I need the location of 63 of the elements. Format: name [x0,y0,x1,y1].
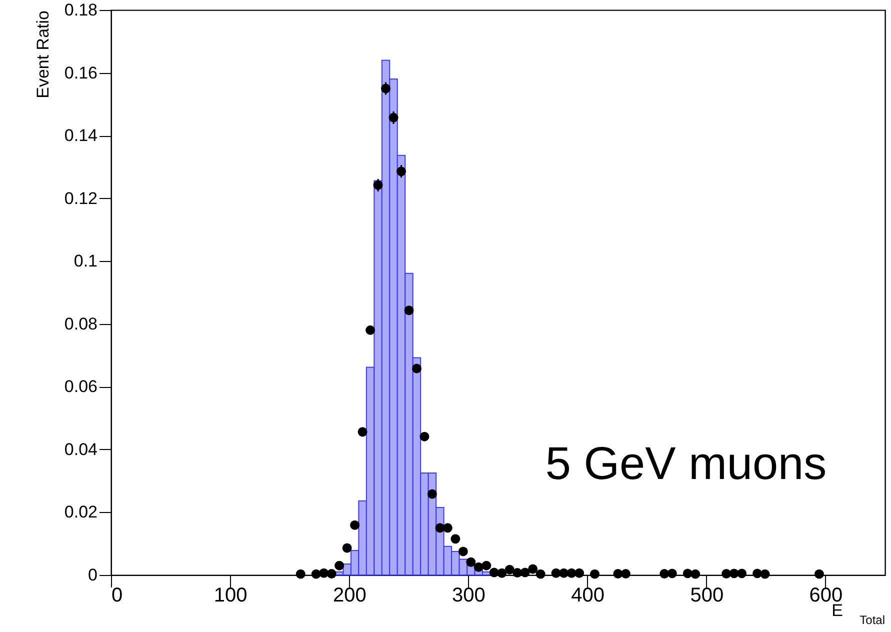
point [474,562,484,572]
point [350,520,360,530]
point [620,569,630,578]
point [551,568,561,578]
y-axis-title: Event Ratio [33,10,52,98]
y-tick-label: 0.08 [64,314,98,334]
x-tick-label: 300 [452,584,486,606]
point [729,568,739,578]
point [760,569,770,579]
point [442,523,452,533]
y-tick-label: 0.04 [64,440,98,459]
point [296,569,306,579]
point [412,364,422,374]
point [512,568,522,578]
y-tick-label: 0.1 [74,252,98,271]
point [590,569,600,579]
point [311,569,321,579]
point [334,560,344,570]
point [504,564,514,574]
y-tick-label: 0.16 [64,63,98,82]
point [559,568,569,578]
point [536,569,546,579]
point [722,569,732,578]
point [427,489,437,499]
point [366,325,376,335]
point [420,432,430,442]
y-tick-label: 0.02 [64,502,98,522]
point [690,569,700,579]
point [574,568,584,578]
point [667,568,677,578]
point [458,546,468,556]
y-tick-label: 0.12 [64,188,98,208]
point [450,534,460,544]
point [737,568,747,578]
point [381,84,391,94]
point [814,569,824,579]
point [520,568,530,578]
point [388,112,398,122]
point [528,564,538,574]
point [404,306,414,316]
point [682,568,692,578]
point [396,166,406,176]
y-tick-label: 0 [88,566,98,584]
y-tick-label: 0.06 [64,377,98,396]
x-axis-title: ETotal [832,601,885,627]
x-tick-label: 500 [690,584,724,606]
point [358,427,368,437]
point [373,180,383,190]
point [326,569,336,578]
point [497,568,507,578]
x-tick-label: 0 [112,584,123,606]
point [752,568,762,578]
point [319,568,329,578]
annotation: 5 GeV muons [545,437,827,489]
point [342,543,352,553]
y-tick-label: 0.14 [64,126,98,146]
x-tick-label: 100 [214,584,248,606]
x-tick-label: 200 [332,584,366,606]
x-tick-label: 400 [571,584,604,606]
point [466,557,476,567]
point [482,560,492,570]
y-tick-label: 0.18 [64,0,98,20]
point [613,569,623,578]
